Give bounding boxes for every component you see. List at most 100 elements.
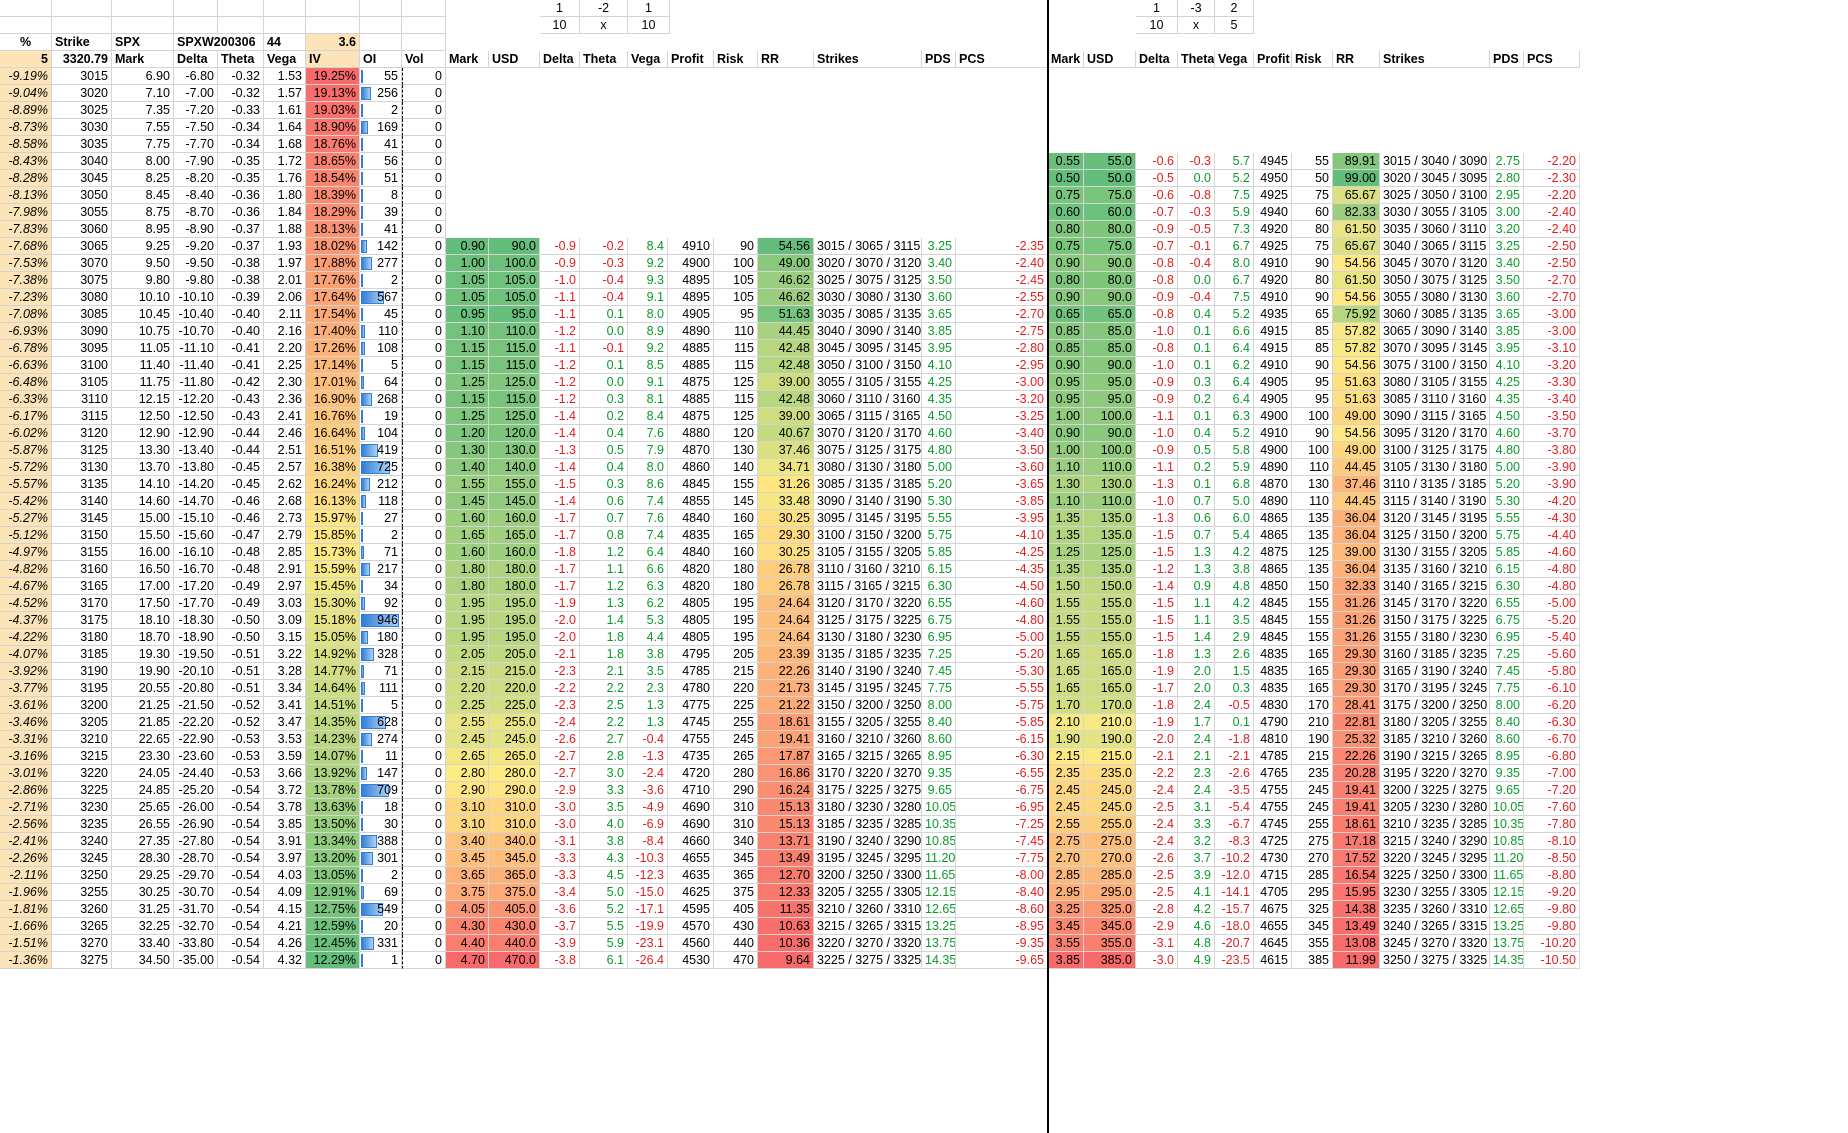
mid-cell[interactable]: 6.4 [628,544,668,561]
right-cell[interactable]: 155.0 [1084,612,1136,629]
vega-cell[interactable]: 4.32 [264,952,306,969]
mid-cell[interactable]: 310.0 [489,816,540,833]
right-cell[interactable]: 4645 [1254,935,1292,952]
vol-cell[interactable]: 0 [402,493,446,510]
mid-cell[interactable]: 4875 [668,408,714,425]
right-cell[interactable]: 2.4 [1178,731,1215,748]
theta-cell[interactable]: -0.40 [218,323,264,340]
right-cell[interactable]: 155 [1292,612,1333,629]
strike-cell[interactable]: 3030 [52,119,112,136]
mid-cell[interactable]: 3140 / 3190 / 3240 [814,663,922,680]
iv-cell[interactable]: 16.24% [306,476,360,493]
right-cell[interactable]: 89.91 [1333,153,1380,170]
mid-cell[interactable]: 4625 [668,884,714,901]
right-cell[interactable]: 7.5 [1215,289,1254,306]
right-cell[interactable]: 3210 / 3235 / 3285 [1380,816,1490,833]
right-cell[interactable]: 3130 / 3155 / 3205 [1380,544,1490,561]
mid-cell[interactable]: 1.3 [628,714,668,731]
mark-cell[interactable]: 22.65 [112,731,174,748]
empty-cell[interactable] [402,17,446,34]
mid-cell[interactable]: 90.0 [489,238,540,255]
theta-cell[interactable]: -0.50 [218,612,264,629]
mid-cell[interactable]: 14.35 [922,952,956,969]
mid-cell[interactable]: 0.2 [580,408,628,425]
mid-cell[interactable]: 4660 [668,833,714,850]
mid-cell[interactable]: 6.2 [628,595,668,612]
mid-cell[interactable]: 7.45 [922,663,956,680]
mid-cell[interactable]: 375.0 [489,884,540,901]
mid-cell[interactable]: 0.90 [446,238,489,255]
mid-cell[interactable]: -2.95 [956,357,1048,374]
right-cell[interactable]: 150.0 [1084,578,1136,595]
right-cell[interactable]: 0.1 [1178,408,1215,425]
mid-cell[interactable]: 1.2 [580,544,628,561]
mid-cell[interactable]: -6.95 [956,799,1048,816]
oi-cell[interactable]: 69 [360,884,402,901]
mid-cell[interactable]: -5.85 [956,714,1048,731]
right-cell[interactable]: 85 [1292,323,1333,340]
right-cell[interactable]: 4.10 [1490,357,1524,374]
theta-cell[interactable]: -0.32 [218,85,264,102]
delta-cell[interactable]: -30.70 [174,884,218,901]
mid-cell[interactable]: 7.9 [628,442,668,459]
mid-cell[interactable]: 345.0 [489,850,540,867]
right-cell[interactable]: 4.80 [1490,442,1524,459]
right-cell[interactable]: 3025 / 3050 / 3100 [1380,187,1490,204]
right-cell[interactable]: -0.6 [1136,153,1178,170]
mid-cell[interactable]: -8.95 [956,918,1048,935]
mid-cell[interactable]: 26.78 [758,578,814,595]
right-cell[interactable]: -2.5 [1136,884,1178,901]
right-cell[interactable]: 7.5 [1215,187,1254,204]
mid-col-header[interactable]: PCS [956,51,1048,68]
mid-cell[interactable]: 1.80 [446,561,489,578]
pct-cell[interactable]: -7.53% [0,255,52,272]
right-cell[interactable]: 3.00 [1490,204,1524,221]
mid-cell[interactable]: 8.9 [628,323,668,340]
mid-cell[interactable]: 100 [714,255,758,272]
delta-cell[interactable]: -13.40 [174,442,218,459]
right-cell[interactable]: 60.0 [1084,204,1136,221]
right-cell[interactable]: -2.6 [1136,850,1178,867]
leg-ratio-cell[interactable]: 1 [1136,0,1178,17]
mid-cell[interactable]: 1.8 [580,629,628,646]
right-cell[interactable]: 4.2 [1178,901,1215,918]
right-cell[interactable]: 0.80 [1048,221,1084,238]
theta-cell[interactable]: -0.54 [218,782,264,799]
right-cell[interactable]: 0.85 [1048,340,1084,357]
right-cell[interactable]: 295 [1292,884,1333,901]
delta-cell[interactable]: -24.40 [174,765,218,782]
right-col-header[interactable]: PCS [1524,51,1580,68]
right-cell[interactable]: 0.9 [1178,578,1215,595]
right-cell[interactable]: 29.30 [1333,680,1380,697]
iv-cell[interactable]: 17.64% [306,289,360,306]
vega-cell[interactable]: 3.53 [264,731,306,748]
mark-cell[interactable]: 15.00 [112,510,174,527]
mid-cell[interactable]: 195 [714,629,758,646]
mid-cell[interactable]: 4.25 [922,374,956,391]
strike-cell[interactable]: 3175 [52,612,112,629]
oi-cell[interactable]: 5 [360,357,402,374]
mid-cell[interactable]: 9.3 [628,272,668,289]
mid-cell[interactable]: -2.4 [628,765,668,782]
right-cell[interactable]: 4730 [1254,850,1292,867]
right-cell[interactable]: 8.00 [1490,697,1524,714]
right-cell[interactable]: 4.6 [1178,918,1215,935]
mid-cell[interactable]: 3015 / 3065 / 3115 [814,238,922,255]
mid-cell[interactable]: 205.0 [489,646,540,663]
mid-cell[interactable]: 7.25 [922,646,956,663]
mid-cell[interactable]: 3085 / 3135 / 3185 [814,476,922,493]
right-cell[interactable]: 3075 / 3100 / 3150 [1380,357,1490,374]
mid-cell[interactable]: 0.0 [580,374,628,391]
right-cell[interactable]: 270 [1292,850,1333,867]
mid-cell[interactable]: 13.25 [922,918,956,935]
empty-cell[interactable] [402,0,446,17]
pct-cell[interactable]: -2.11% [0,867,52,884]
mid-cell[interactable]: -3.85 [956,493,1048,510]
mid-cell[interactable]: -4.80 [956,612,1048,629]
mid-cell[interactable]: -5.55 [956,680,1048,697]
iv-cell[interactable]: 17.14% [306,357,360,374]
right-cell[interactable]: 295.0 [1084,884,1136,901]
right-cell[interactable]: 61.50 [1333,272,1380,289]
theta-cell[interactable]: -0.35 [218,153,264,170]
mark-cell[interactable]: 10.45 [112,306,174,323]
